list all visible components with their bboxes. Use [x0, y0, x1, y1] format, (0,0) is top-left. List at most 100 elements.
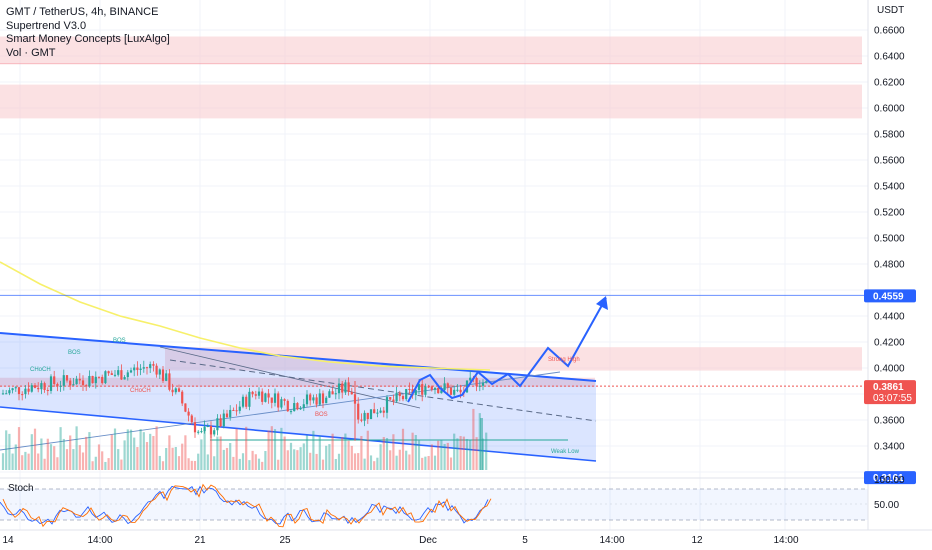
volume-bar	[62, 438, 65, 470]
volume-bar	[453, 433, 456, 470]
candle-body	[206, 426, 209, 428]
volume-bar	[174, 446, 177, 470]
candle-body	[65, 375, 69, 381]
volume-bar	[251, 450, 254, 470]
candle-body	[200, 431, 203, 433]
candle-body	[133, 367, 136, 371]
volume-bar	[277, 459, 280, 470]
volume-bar	[270, 426, 273, 470]
projection-path	[407, 297, 607, 403]
volume-bar	[241, 453, 245, 470]
volume-bar	[475, 437, 478, 470]
candle-body	[357, 403, 360, 420]
volume-bar	[414, 434, 417, 470]
candle-body	[277, 393, 280, 408]
volume-bar	[101, 451, 104, 470]
volume-bar	[245, 426, 248, 470]
candle-body	[17, 387, 21, 395]
candle-body	[232, 409, 235, 411]
candle-body	[59, 385, 62, 387]
candle-body	[158, 369, 161, 375]
volume-bar	[91, 461, 94, 470]
volume-bar	[350, 445, 353, 470]
supply-zone	[165, 347, 862, 371]
candle-body	[129, 370, 133, 373]
candle-body	[296, 403, 299, 410]
candle-body	[85, 385, 88, 387]
legend-title[interactable]: GMT / TetherUS, 4h, BINANCE	[6, 6, 159, 18]
legend-indicator-supertrend[interactable]: Supertrend V3.0	[6, 19, 87, 32]
candle-body	[152, 364, 155, 366]
price-tick-label: 0.3400	[874, 442, 905, 453]
volume-bar	[85, 436, 88, 470]
volume-bar	[446, 442, 449, 470]
stoch-tick-label: 100.00	[874, 475, 905, 486]
candle-body	[430, 386, 433, 390]
price-tick-label: 0.5200	[874, 208, 905, 219]
smc-label: Weak Low	[551, 449, 580, 455]
candle-body	[11, 388, 14, 391]
candle-body	[171, 389, 174, 393]
volume-bar	[286, 450, 289, 470]
legend-indicator-smc[interactable]: Smart Money Concepts [LuxAlgo]	[6, 33, 170, 45]
candle-body	[350, 391, 353, 395]
candle-body	[328, 391, 331, 398]
candle-body	[369, 409, 373, 420]
volume-bar	[459, 436, 462, 470]
volume-bar	[430, 444, 433, 470]
lower-price-badge-bg	[864, 471, 916, 485]
candle-body	[174, 388, 177, 393]
candle-body	[293, 403, 296, 412]
volume-bar	[373, 461, 376, 470]
candle-body	[139, 368, 142, 370]
channel-fill	[0, 333, 596, 461]
volume-bar	[392, 434, 395, 470]
candle-body	[376, 412, 379, 414]
current-zone	[0, 377, 595, 387]
candle-body	[485, 381, 488, 383]
candle-body	[347, 382, 350, 392]
volume-bar	[213, 456, 216, 470]
candle-body	[219, 418, 222, 427]
candle-body	[104, 371, 107, 384]
candle-body	[8, 390, 11, 394]
volume-bar	[181, 443, 184, 470]
volume-bar	[152, 436, 155, 470]
volume-bar	[59, 427, 62, 470]
stoch-band-fill	[0, 489, 868, 520]
candle-body	[1, 393, 5, 395]
projection-arrowhead	[596, 296, 608, 310]
volume-bar	[200, 439, 203, 470]
volume-bar	[104, 461, 107, 470]
candle-body	[257, 391, 261, 396]
candle-body	[161, 369, 165, 381]
candle-body	[433, 387, 437, 390]
price-tick-label: 0.5400	[874, 182, 905, 193]
candle-body	[398, 392, 401, 397]
volume-bar	[11, 453, 14, 470]
volume-bar	[328, 444, 331, 470]
volume-bar	[357, 453, 360, 470]
target-price-badge-bg	[864, 289, 916, 303]
candle-body	[245, 396, 248, 407]
last-price-badge-bg	[864, 380, 916, 405]
candle-body	[184, 403, 187, 412]
volume-bar	[1, 453, 5, 470]
candle-body	[24, 388, 27, 395]
candle-body	[309, 394, 312, 401]
volume-bar	[283, 436, 286, 470]
candle-body	[62, 375, 65, 386]
volume-bar	[309, 452, 312, 470]
candle-body	[318, 393, 321, 405]
candle-body	[427, 386, 430, 388]
volume-bar	[177, 456, 181, 470]
legend-indicator-volume[interactable]: Vol · GMT	[6, 46, 56, 59]
candle-body	[475, 377, 478, 386]
candle-body	[149, 364, 152, 369]
volume-bar	[69, 435, 72, 470]
volume-bar	[469, 439, 472, 470]
smc-label: CHoCH	[30, 367, 51, 373]
candle-body	[177, 388, 181, 392]
volume-bar	[203, 427, 206, 470]
